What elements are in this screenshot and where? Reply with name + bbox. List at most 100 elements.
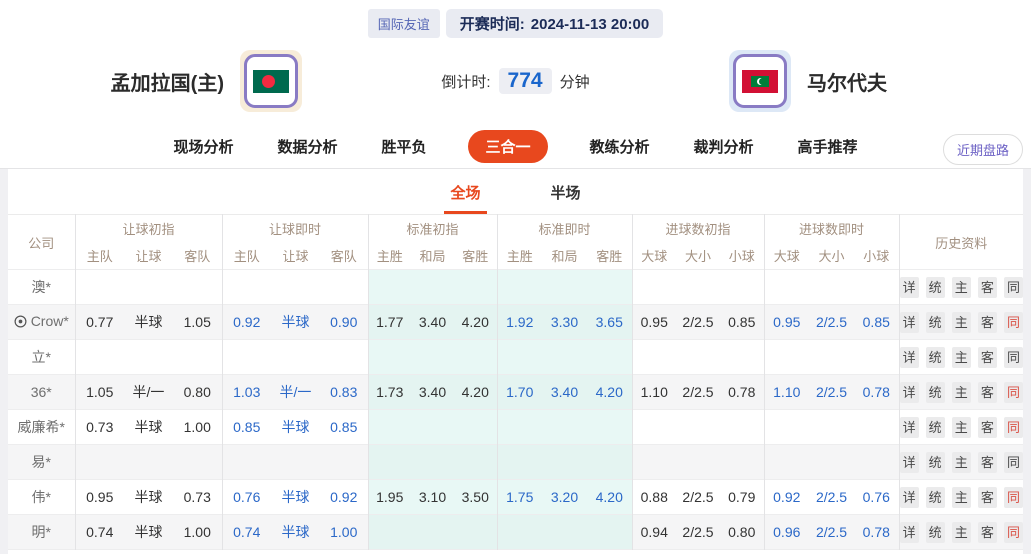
odds-cell xyxy=(75,340,124,375)
history-button-3[interactable]: 主 xyxy=(951,311,971,333)
history-button-2[interactable]: 统 xyxy=(925,381,945,403)
history-button-1[interactable]: 详 xyxy=(899,381,919,403)
history-button-2[interactable]: 统 xyxy=(925,311,945,333)
odds-cell: 0.80 xyxy=(173,374,223,410)
history-button-4[interactable]: 客 xyxy=(977,416,997,438)
odds-cell: 0.92 xyxy=(773,489,801,505)
odds-cell: 3.20 xyxy=(542,479,587,515)
odds-cell: 半球 xyxy=(134,489,163,505)
history-button-3[interactable]: 主 xyxy=(951,381,971,403)
history-button-4[interactable]: 客 xyxy=(977,381,997,403)
history-button-5[interactable]: 同 xyxy=(1003,346,1024,368)
history-button-5[interactable]: 同 xyxy=(1003,521,1024,543)
history-button-5[interactable]: 同 xyxy=(1003,451,1024,473)
history-button-2[interactable]: 统 xyxy=(925,451,945,473)
header-group-row: 公司 让球初指 让球即时 标准初指 标准即时 进球数初指 进球数即时 历史资料 xyxy=(8,214,1024,270)
nav-tab-2[interactable]: 数据分析 xyxy=(277,139,338,156)
odds-cell: 半球 xyxy=(134,314,163,330)
odds-cell xyxy=(411,514,454,550)
odds-cell xyxy=(854,269,900,305)
history-button-1[interactable]: 详 xyxy=(899,276,919,298)
odds-cell: 4.20 xyxy=(454,374,498,410)
history-button-5[interactable]: 同 xyxy=(1003,311,1024,333)
subtab-1[interactable]: 全场 xyxy=(444,174,487,214)
nav-tab-1[interactable]: 现场分析 xyxy=(173,139,234,156)
history-button-2[interactable]: 统 xyxy=(925,346,945,368)
teams-header: 孟加拉国(主) 倒计时: 774 分钟 马尔代夫 xyxy=(0,37,1031,125)
history-button-4[interactable]: 客 xyxy=(977,346,997,368)
sub-header: 小球 xyxy=(720,242,765,270)
history-button-3[interactable]: 主 xyxy=(951,416,971,438)
odds-cell: 1.05 xyxy=(173,304,223,340)
history-button-2[interactable]: 统 xyxy=(925,521,945,543)
history-button-5[interactable]: 同 xyxy=(1003,416,1024,438)
history-button-4[interactable]: 客 xyxy=(977,311,997,333)
odds-cell xyxy=(676,340,720,375)
history-button-3[interactable]: 主 xyxy=(951,451,971,473)
history-button-1[interactable]: 详 xyxy=(899,346,919,368)
odds-cell: 0.83 xyxy=(320,374,369,410)
league-badge[interactable]: 国际友谊 xyxy=(367,8,440,38)
history-button-3[interactable]: 主 xyxy=(951,276,971,298)
nav-tab-5[interactable]: 教练分析 xyxy=(589,139,650,156)
odds-cell: 1.03 xyxy=(233,384,261,400)
sub-header: 主胜 xyxy=(376,249,403,265)
company-cell: 36* xyxy=(8,374,76,410)
history-button-4[interactable]: 客 xyxy=(977,276,997,298)
odds-cell: 0.88 xyxy=(640,489,668,505)
odds-row: Crow* 0.77 半球 1.05 0.92 半球 0.90 1.77 3.40 4.20 1.9… xyxy=(8,304,1024,340)
history-button-3[interactable]: 主 xyxy=(951,521,971,543)
odds-cell xyxy=(497,444,542,480)
odds-cell: 0.74 xyxy=(86,524,114,540)
odds-cell xyxy=(809,270,854,305)
odds-cell: 0.73 xyxy=(173,479,223,515)
odds-cell: 0.80 xyxy=(720,514,765,550)
odds-cell xyxy=(632,445,676,480)
odds-cell: 0.92 xyxy=(233,314,261,330)
history-cell: 详统主客同 xyxy=(898,269,1024,305)
history-button-4[interactable]: 客 xyxy=(977,521,997,543)
odds-cell: 半球 xyxy=(134,419,163,435)
recent-trend-button[interactable]: 近期盘路 xyxy=(942,134,1023,165)
odds-cell xyxy=(764,340,809,375)
history-button-1[interactable]: 详 xyxy=(899,416,919,438)
odds-row: 威廉希* 0.73 半球 1.00 0.85 半球 0.85 详统主客同 xyxy=(8,409,1024,445)
odds-cell xyxy=(497,514,542,550)
history-button-4[interactable]: 客 xyxy=(977,451,997,473)
odds-cell: 0.76 xyxy=(854,479,900,515)
nav-tab-6[interactable]: 裁判分析 xyxy=(693,139,754,156)
countdown-unit: 分钟 xyxy=(559,73,590,91)
nav-bar: 现场分析 数据分析 胜平负 三合一 教练分析 裁判分析 高手推荐 近期盘路 xyxy=(0,125,1031,169)
nav-tab-7[interactable]: 高手推荐 xyxy=(797,139,858,156)
history-button-1[interactable]: 详 xyxy=(899,451,919,473)
history-cell: 详统主客同 xyxy=(898,339,1024,375)
odds-cell xyxy=(632,340,676,375)
odds-cell: 0.77 xyxy=(86,314,114,330)
history-button-3[interactable]: 主 xyxy=(951,346,971,368)
history-button-5[interactable]: 同 xyxy=(1003,381,1024,403)
odds-cell: 0.85 xyxy=(320,409,369,445)
history-button-4[interactable]: 客 xyxy=(977,486,997,508)
odds-cell xyxy=(542,269,587,305)
sub-header: 主胜 xyxy=(506,249,533,265)
soccer-ball-icon xyxy=(14,315,27,331)
history-button-5[interactable]: 同 xyxy=(1003,486,1024,508)
history-button-2[interactable]: 统 xyxy=(925,276,945,298)
odds-cell: 1.00 xyxy=(173,514,223,550)
nav-tab-3[interactable]: 胜平负 xyxy=(381,139,427,156)
history-button-1[interactable]: 详 xyxy=(899,311,919,333)
sub-header: 大小 xyxy=(684,249,711,265)
history-button-3[interactable]: 主 xyxy=(951,486,971,508)
nav-tab-4[interactable]: 三合一 xyxy=(468,130,548,163)
bangladesh-flag xyxy=(253,69,289,93)
sub-header: 客胜 xyxy=(454,242,498,270)
history-button-2[interactable]: 统 xyxy=(925,416,945,438)
history-button-2[interactable]: 统 xyxy=(925,486,945,508)
odds-cell xyxy=(271,445,320,480)
history-button-1[interactable]: 详 xyxy=(899,521,919,543)
history-button-1[interactable]: 详 xyxy=(899,486,919,508)
history-button-5[interactable]: 同 xyxy=(1003,276,1024,298)
odds-cell xyxy=(587,339,633,375)
subtab-2[interactable]: 半场 xyxy=(550,185,581,202)
odds-cell xyxy=(720,339,765,375)
